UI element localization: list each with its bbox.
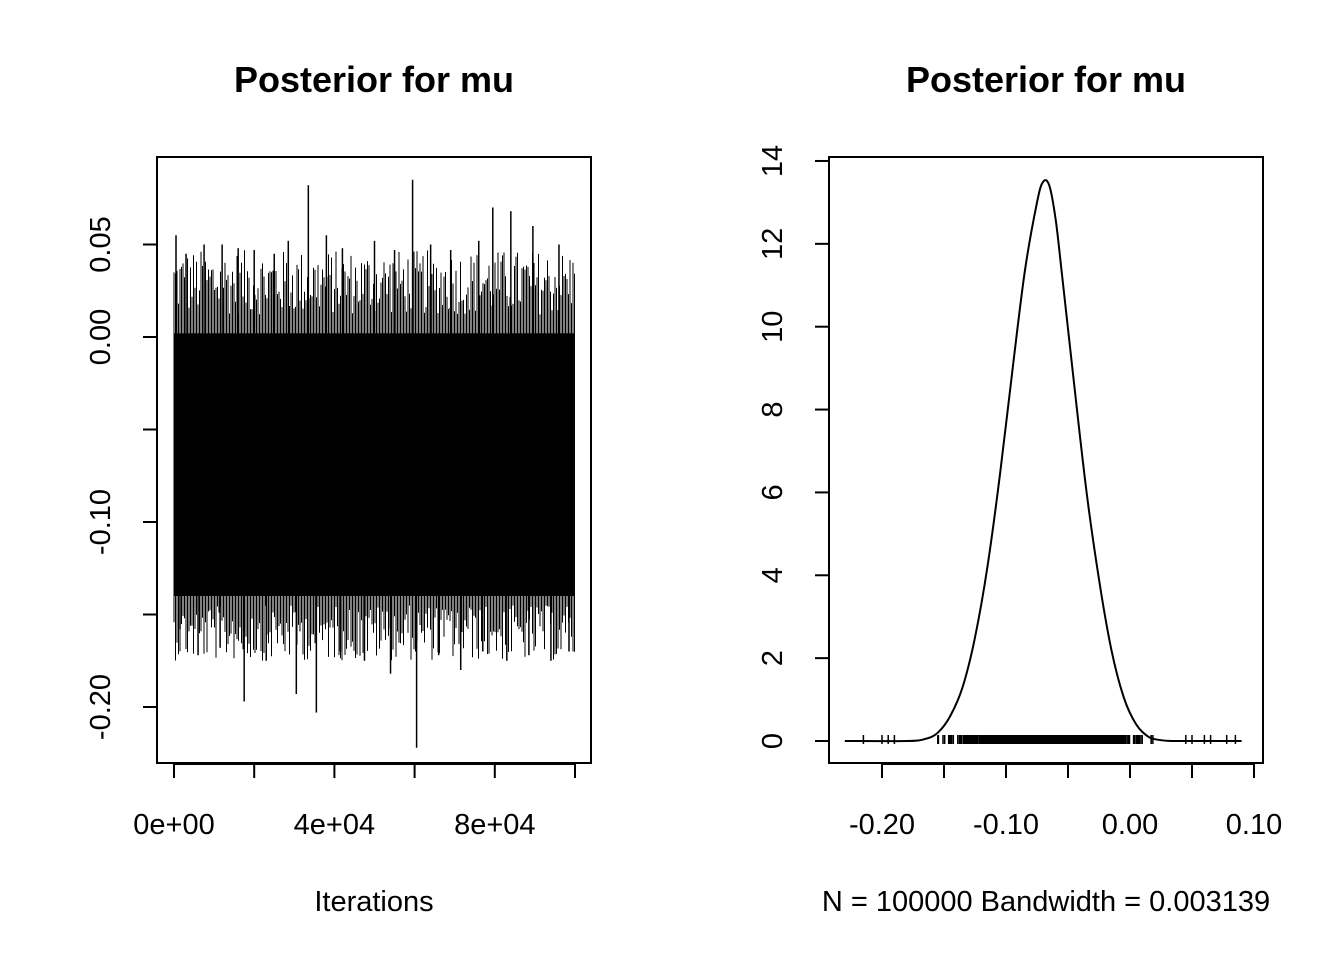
density-x-axis: -0.20 -0.10 0.00 0.10 [849,763,1282,841]
density-x-tick-label-2: -0.10 [973,809,1039,841]
density-plot-title: Posterior for mu [906,59,1186,100]
trace-y-tick-label-2: -0.10 [85,489,117,555]
density-y-tick-label-0: 0 [757,733,789,749]
density-x-tick-label-0: -0.20 [849,809,915,841]
trace-y-axis: -0.20 -0.10 0.00 0.05 [85,216,158,740]
trace-fringe [173,250,575,661]
trace-x-tick-label-0: 0e+00 [133,809,214,841]
density-y-tick-label-3: 6 [757,484,789,500]
density-y-tick-label-4: 8 [757,401,789,417]
density-y-tick-label-7: 14 [757,145,789,177]
density-x-axis-label: N = 100000 Bandwidth = 0.003139 [822,886,1270,918]
density-curve [844,179,1242,743]
trace-x-tick-label-2: 4e+04 [294,809,375,841]
trace-y-tick-label-5: 0.05 [85,216,117,272]
trace-plot: Posterior for mu 0e+00 4e+04 8e+04 -0.20-0… [85,59,592,918]
density-rug-ticks [862,735,1237,744]
trace-y-tick-label-0: -0.20 [85,674,117,740]
density-y-tick-label-6: 12 [757,228,789,260]
trace-y-tick-label-4: 0.00 [85,309,117,365]
trace-marks [173,179,575,748]
density-x-tick-label-4: 0.00 [1102,809,1158,841]
trace-x-axis: 0e+00 4e+04 8e+04 [133,763,576,841]
density-plot: Posterior for mu -0.20 -0.10 0.00 0.10 0 2 4 6… [757,59,1282,918]
density-x-tick-label-6: 0.10 [1226,809,1282,841]
density-y-axis: 0 2 4 6 8 10 12 14 [757,145,830,749]
density-rug [862,735,1237,744]
density-y-tick-label-1: 2 [757,650,789,666]
trace-x-tick-label-4: 8e+04 [454,809,535,841]
density-y-tick-label-2: 4 [757,567,789,583]
density-plot-frame [828,156,1264,764]
trace-x-axis-label: Iterations [314,886,433,918]
density-y-tick-label-5: 10 [757,311,789,343]
trace-plot-title: Posterior for mu [234,59,514,100]
